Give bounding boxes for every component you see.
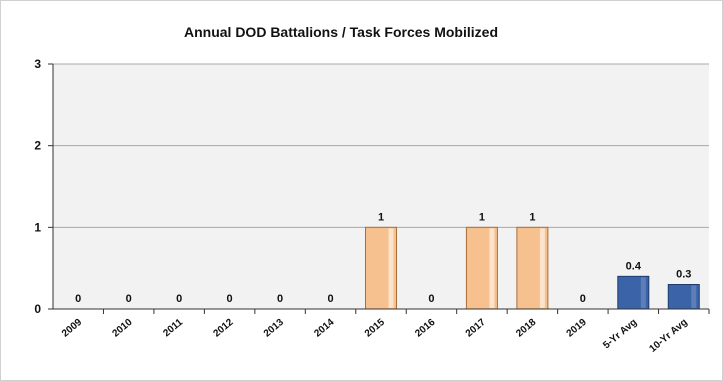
x-axis-ticks: 2009 2010 2011 2012 2013 2014 2015 2016 2017 2018…: [60, 309, 710, 355]
x-tick-label: 2017: [464, 317, 488, 340]
x-tick-label: 2016: [413, 317, 437, 340]
data-label: 0: [176, 293, 182, 305]
y-tick-label: 1: [34, 220, 41, 234]
x-tick-label: 5-Yr Avg: [601, 317, 639, 351]
x-tick-label: 2018: [514, 317, 538, 340]
y-tick-label: 0: [34, 302, 41, 316]
y-tick-label: 3: [34, 57, 41, 71]
bar-highlight: [539, 228, 545, 308]
chart-title: Annual DOD Battalions / Task Forces Mobi…: [184, 24, 498, 40]
data-label: 0: [227, 293, 233, 305]
data-label: 1: [479, 211, 485, 223]
x-tick-label: 2009: [60, 317, 84, 340]
data-label: 0: [327, 293, 333, 305]
bar-5-yr-avg: [617, 275, 650, 310]
data-label: 0: [126, 293, 132, 305]
bar-highlight: [388, 228, 394, 308]
bar-highlight: [691, 285, 697, 308]
x-tick-label: 2011: [161, 317, 185, 340]
x-tick-label: 2015: [363, 317, 387, 340]
x-tick-label: 2012: [211, 317, 235, 340]
x-tick-label: 2014: [312, 317, 336, 340]
y-tick-label: 2: [34, 139, 41, 153]
bar-highlight: [489, 228, 495, 308]
bar-highlight: [640, 277, 646, 308]
data-label: 0.3: [676, 269, 691, 281]
data-label: 1: [529, 211, 535, 223]
x-tick-label: 10-Yr Avg: [647, 317, 689, 355]
data-label: 0: [428, 293, 434, 305]
x-tick-label: 2013: [262, 317, 286, 340]
data-label: 0: [580, 293, 586, 305]
x-tick-label: 2019: [565, 317, 589, 340]
data-label: 0: [277, 293, 283, 305]
bar-10-yr-avg: [667, 284, 700, 310]
x-tick-label: 2010: [111, 317, 135, 340]
data-label: 0: [75, 293, 81, 305]
y-axis-ticks: 0 1 2 3: [34, 57, 53, 316]
data-labels: 0 0 0 0 0 0 1 0 1 1 0 0.4 0.3: [75, 211, 691, 305]
data-label: 0.4: [626, 260, 642, 272]
data-label: 1: [378, 211, 384, 223]
bars: [365, 226, 700, 310]
